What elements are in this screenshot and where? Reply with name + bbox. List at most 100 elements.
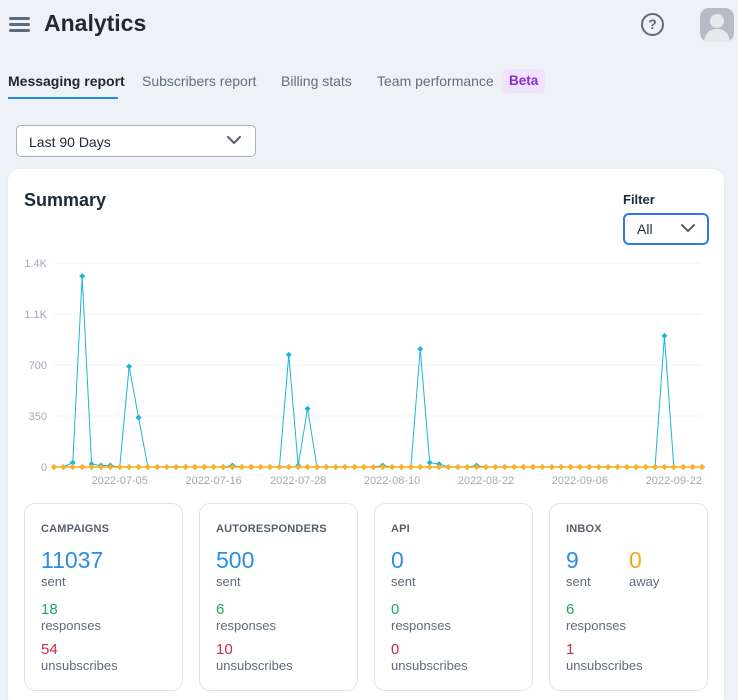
data-point-responses (360, 464, 367, 470)
data-point-responses (501, 464, 508, 470)
y-tick-label: 1.1K (24, 309, 47, 321)
data-point-sent (126, 363, 133, 370)
responses-label: responses (566, 618, 626, 633)
unsubscribes-count: 10 (216, 641, 233, 658)
data-point-responses (51, 464, 57, 470)
tab-subscribers-report[interactable]: Subscribers report (142, 73, 257, 89)
data-point-responses (191, 464, 198, 470)
x-tick-label: 2022-07-28 (270, 475, 326, 487)
data-point-sent (426, 459, 433, 466)
data-point-responses (210, 464, 217, 470)
unsubscribes-label: unsubscribes (566, 658, 643, 673)
data-point-responses (79, 464, 86, 470)
sent-count: 500 (216, 547, 255, 573)
top-bar: Analytics ? (0, 0, 738, 52)
responses-count: 18 (41, 601, 58, 618)
filter-select[interactable]: All (623, 213, 709, 245)
data-point-responses (313, 464, 320, 470)
tab-team-performance[interactable]: Team performance (377, 73, 494, 89)
beta-badge: Beta (502, 69, 546, 93)
data-point-responses (107, 464, 114, 470)
y-tick-label: 700 (29, 360, 47, 372)
data-point-responses (633, 464, 640, 470)
campaigns-stat-card: CAMPAIGNS 11037 sent 18 responses 54 uns… (24, 503, 183, 691)
data-point-responses (201, 464, 208, 470)
data-point-responses (257, 464, 264, 470)
responses-label: responses (41, 618, 101, 633)
data-point-responses (699, 464, 705, 470)
data-point-responses (370, 464, 377, 470)
data-point-responses (126, 464, 133, 470)
hamburger-menu-icon[interactable] (9, 14, 31, 34)
data-point-responses (295, 464, 302, 470)
data-point-responses (351, 464, 358, 470)
data-point-responses (144, 464, 151, 470)
data-point-responses (389, 464, 396, 470)
data-point-responses (642, 464, 649, 470)
date-range-select[interactable]: Last 90 Days (16, 125, 256, 157)
data-point-responses (304, 464, 311, 470)
data-point-responses (576, 464, 583, 470)
data-point-responses (483, 464, 489, 470)
data-point-responses (689, 464, 696, 470)
data-point-responses (605, 464, 612, 470)
data-point-responses (539, 464, 546, 470)
data-point-responses (135, 464, 142, 470)
unsubscribes-label: unsubscribes (41, 658, 118, 673)
x-tick-label: 2022-08-10 (364, 475, 420, 487)
stat-title: INBOX (566, 523, 602, 535)
data-point-responses (670, 464, 677, 470)
responses-count: 6 (566, 601, 575, 618)
data-point-responses (398, 464, 405, 470)
data-point-responses (163, 464, 170, 470)
data-point-responses (342, 464, 349, 470)
avatar[interactable] (700, 8, 734, 42)
sent-count: 11037 (41, 547, 104, 573)
unsubscribes-count: 54 (41, 641, 58, 658)
report-tabs: Messaging report Subscribers report Bill… (0, 64, 738, 102)
tab-billing-stats[interactable]: Billing stats (281, 73, 352, 89)
data-point-responses (417, 464, 424, 470)
data-point-responses (323, 464, 330, 470)
data-point-responses (97, 464, 104, 470)
data-point-sent (69, 459, 76, 466)
data-point-responses (238, 464, 245, 470)
unsubscribes-label: unsubscribes (391, 658, 468, 673)
data-point-responses (558, 464, 565, 470)
summary-card: Summary Filter All 1.4K 1.1K 700 350 0 2022-0… (8, 169, 724, 700)
chevron-down-icon (681, 224, 695, 232)
sent-label: sent (41, 574, 66, 589)
data-point-responses (548, 464, 555, 470)
data-point-responses (407, 464, 414, 470)
data-point-responses (511, 464, 518, 470)
sent-label: sent (216, 574, 241, 589)
tab-messaging-report[interactable]: Messaging report (8, 73, 125, 89)
data-point-responses (567, 464, 574, 470)
data-point-responses (436, 464, 443, 470)
sent-count: 0 (391, 547, 404, 573)
data-point-responses (445, 464, 452, 470)
responses-count: 6 (216, 601, 225, 618)
data-point-sent (661, 332, 668, 339)
data-point-responses (88, 464, 95, 470)
unsubscribes-count: 0 (391, 641, 400, 658)
data-point-responses (276, 464, 283, 470)
help-icon[interactable]: ? (641, 13, 664, 36)
page-title: Analytics (44, 10, 147, 36)
stat-title: CAMPAIGNS (41, 523, 110, 535)
data-point-responses (154, 464, 161, 470)
x-tick-label: 2022-09-06 (552, 475, 608, 487)
sent-label: sent (391, 574, 416, 589)
data-point-sent (285, 351, 292, 358)
data-point-responses (520, 464, 527, 470)
responses-label: responses (391, 618, 451, 633)
data-point-responses (248, 464, 255, 470)
sent-count: 9 (566, 547, 579, 573)
y-tick-label: 0 (41, 462, 47, 474)
stat-title: AUTORESPONDERS (216, 523, 327, 535)
data-point-responses (586, 464, 593, 470)
data-point-responses (661, 464, 668, 470)
autoresponders-stat-card: AUTORESPONDERS 500 sent 6 responses 10 u… (199, 503, 358, 691)
y-tick-label: 1.4K (24, 258, 47, 270)
data-point-responses (623, 464, 630, 470)
